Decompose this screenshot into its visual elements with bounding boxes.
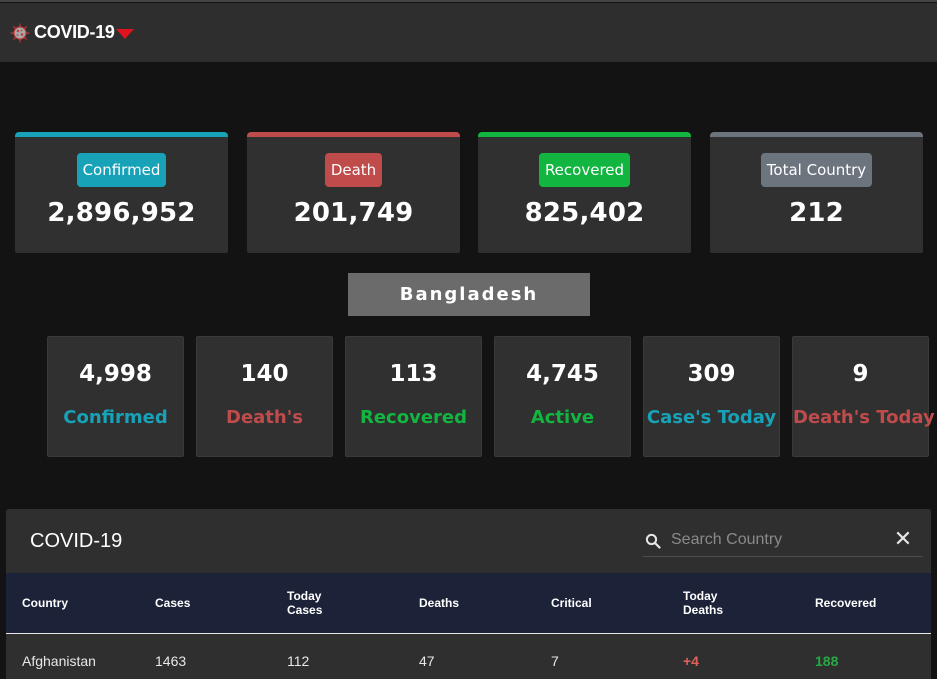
confirmed-card: Confirmed 2,896,952 xyxy=(15,132,228,253)
death-value: 201,749 xyxy=(293,198,414,228)
country-stat-value: 4,745 xyxy=(526,361,599,387)
cell-recovered: 188 xyxy=(815,653,839,669)
cell-critical: 7 xyxy=(551,653,559,669)
country-stat-recovered: 113 Recovered xyxy=(345,336,482,457)
column-header-today-cases[interactable]: Today Cases xyxy=(287,589,323,617)
search-icon xyxy=(645,533,661,549)
countries-table-card: COVID-19 ✕ Country Cases Today Cases Dea… xyxy=(6,509,931,679)
search-bar: ✕ xyxy=(643,523,923,557)
top-border xyxy=(0,0,937,2)
total-country-badge: Total Country xyxy=(760,153,873,187)
column-header-country[interactable]: Country xyxy=(22,596,68,610)
country-stat-deaths-today: 9 Death's Today xyxy=(792,336,935,457)
navbar: COVID-19 xyxy=(0,3,937,62)
virus-icon xyxy=(10,23,30,42)
table-title: COVID-19 xyxy=(30,530,123,552)
country-stat-confirmed: 4,998 Confirmed xyxy=(47,336,184,457)
cell-cases: 1463 xyxy=(155,653,187,669)
country-stat-cases-today: 309 Case's Today xyxy=(643,336,780,457)
country-title: Bangladesh xyxy=(348,273,590,316)
country-stat-label: Death's Today xyxy=(793,407,935,428)
column-header-today-deaths[interactable]: Today Deaths xyxy=(683,589,724,617)
column-header-deaths[interactable]: Deaths xyxy=(419,596,460,610)
table-header: Country Cases Today Cases Deaths Critica… xyxy=(6,573,931,634)
brand[interactable]: COVID-19 xyxy=(10,22,134,43)
table-row[interactable]: Afghanistan 1463 112 47 7 +4 188 xyxy=(6,635,931,679)
cell-today-cases: 112 xyxy=(287,653,310,669)
country-stat-value: 9 xyxy=(852,361,869,387)
death-badge: Death xyxy=(324,153,383,187)
recovered-badge: Recovered xyxy=(538,153,631,187)
country-stat-label: Confirmed xyxy=(63,407,168,428)
country-stat-label: Recovered xyxy=(359,407,467,428)
country-stat-value: 113 xyxy=(389,361,438,387)
country-stat-label: Death's xyxy=(226,407,303,428)
column-header-critical[interactable]: Critical xyxy=(551,596,592,610)
country-stat-active: 4,745 Active xyxy=(494,336,631,457)
confirmed-badge: Confirmed xyxy=(76,153,167,187)
country-stat-value: 4,998 xyxy=(79,361,152,387)
brand-name[interactable]: COVID-19 xyxy=(34,22,115,42)
cell-deaths: 47 xyxy=(419,653,435,669)
cell-country: Afghanistan xyxy=(22,653,96,669)
country-stat-deaths: 140 Death's xyxy=(196,336,333,457)
death-card: Death 201,749 xyxy=(247,132,460,253)
country-stat-value: 140 xyxy=(240,361,289,387)
confirmed-value: 2,896,952 xyxy=(47,198,196,228)
cell-today-deaths: +4 xyxy=(683,653,699,669)
column-header-cases[interactable]: Cases xyxy=(155,596,191,610)
close-icon[interactable]: ✕ xyxy=(893,527,913,552)
country-stat-value: 309 xyxy=(687,361,736,387)
search-input[interactable] xyxy=(671,527,881,553)
column-header-recovered[interactable]: Recovered xyxy=(815,596,877,610)
total-country-card: Total Country 212 xyxy=(710,132,923,253)
country-stat-label: Case's Today xyxy=(646,407,777,428)
recovered-value: 825,402 xyxy=(524,198,645,228)
recovered-card: Recovered 825,402 xyxy=(478,132,691,253)
country-stat-label: Active xyxy=(530,407,595,428)
caret-down-icon[interactable] xyxy=(115,29,134,39)
total-country-value: 212 xyxy=(789,198,844,228)
